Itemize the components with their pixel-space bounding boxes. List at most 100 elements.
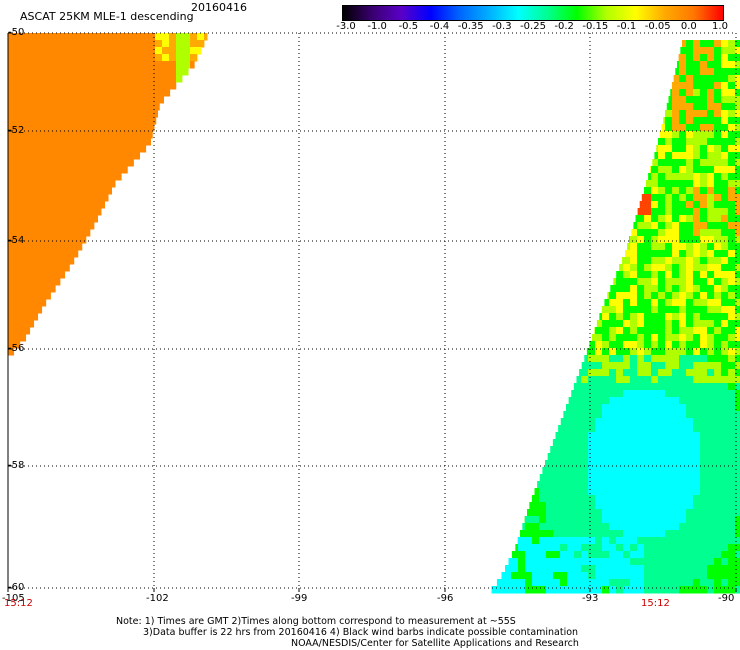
swath-cell xyxy=(735,362,740,370)
swath-cell xyxy=(546,523,554,531)
swath-cell xyxy=(120,33,128,41)
swath-cell xyxy=(113,75,121,83)
swath-cell xyxy=(574,411,582,419)
swath-cell xyxy=(141,145,147,153)
swath-cell xyxy=(581,418,589,426)
swath-cell xyxy=(595,425,603,433)
swath-cell xyxy=(672,194,680,202)
swath-cell xyxy=(686,565,694,573)
swath-cell xyxy=(658,187,666,195)
swath-cell xyxy=(700,432,708,440)
swath-cell xyxy=(29,96,37,104)
swath-cell xyxy=(36,61,44,69)
swath-cell xyxy=(43,54,51,62)
swath-cell xyxy=(616,495,624,503)
swath-cell xyxy=(721,355,729,363)
swath-cell xyxy=(113,145,121,153)
swath-cell xyxy=(700,257,708,265)
swath-cell xyxy=(623,306,631,314)
swath-cell xyxy=(127,103,135,111)
swath-cell xyxy=(616,474,624,482)
swath-cell xyxy=(665,236,673,244)
swath-cell xyxy=(630,376,638,384)
swath-cell xyxy=(141,40,149,48)
swath-cell xyxy=(29,201,37,209)
swath-cell xyxy=(693,362,701,370)
swath-cell xyxy=(546,565,554,573)
swath-cell xyxy=(693,159,701,167)
swath-cell xyxy=(658,236,666,244)
swath-cell xyxy=(707,243,715,251)
swath-cell xyxy=(665,579,673,587)
swath-cell xyxy=(665,243,673,251)
swath-cell xyxy=(651,264,659,272)
swath-cell xyxy=(637,558,645,566)
swath-cell xyxy=(511,579,519,587)
swath-cell xyxy=(672,180,680,188)
swath-cell xyxy=(693,201,701,209)
swath-cell xyxy=(78,54,86,62)
swath-cell xyxy=(658,523,666,531)
swath-cell xyxy=(15,236,23,244)
swath-cell xyxy=(588,558,596,566)
swath-cell xyxy=(50,96,58,104)
swath-cell xyxy=(106,145,114,153)
swath-cell xyxy=(595,523,603,531)
swath-cell xyxy=(106,180,114,188)
map-date: 20160416 xyxy=(191,1,247,14)
swath-cell xyxy=(735,208,740,216)
swath-cell xyxy=(728,47,736,55)
swath-cell xyxy=(700,96,708,104)
swath-cell xyxy=(581,509,589,517)
swath-cell xyxy=(553,544,561,552)
swath-cell xyxy=(589,341,596,349)
swath-cell xyxy=(8,257,16,265)
swath-cell xyxy=(735,523,740,531)
swath-cell xyxy=(679,390,687,398)
swath-cell xyxy=(672,397,680,405)
swath-cell xyxy=(721,54,729,62)
swath-cell xyxy=(721,418,729,426)
swath-cell xyxy=(686,572,694,580)
swath-cell xyxy=(679,446,687,454)
swath-cell xyxy=(15,257,23,265)
swath-cell xyxy=(162,96,164,104)
swath-cell xyxy=(644,341,652,349)
swath-cell xyxy=(36,152,44,160)
swath-cell xyxy=(595,362,603,370)
swath-cell xyxy=(50,271,58,279)
swath-cell xyxy=(673,75,680,83)
swath-cell xyxy=(567,453,575,461)
swath-cell xyxy=(588,453,596,461)
swath-cell xyxy=(728,96,736,104)
swath-cell xyxy=(609,397,617,405)
swath-cell xyxy=(637,229,645,237)
swath-cell xyxy=(546,572,554,580)
swath-cell xyxy=(679,320,687,328)
swath-cell xyxy=(581,565,589,573)
swath-cell xyxy=(728,152,736,160)
swath-cell xyxy=(721,411,729,419)
swath-cell xyxy=(637,579,645,587)
swath-cell xyxy=(85,173,93,181)
swath-cell xyxy=(127,47,135,55)
swath-cell xyxy=(616,299,624,307)
swath-cell xyxy=(679,348,687,356)
swath-cell xyxy=(721,243,729,251)
swath-cell xyxy=(644,488,652,496)
swath-cell xyxy=(686,215,694,223)
swath-cell xyxy=(22,131,30,139)
swath-cell xyxy=(567,404,575,412)
swath-cell xyxy=(78,103,86,111)
swath-cell xyxy=(99,82,107,90)
swath-cell xyxy=(686,320,694,328)
swath-cell xyxy=(714,306,722,314)
swath-cell xyxy=(728,131,736,139)
swath-cell xyxy=(728,264,736,272)
swath-cell xyxy=(574,418,582,426)
swath-cell xyxy=(623,313,631,321)
swath-cell xyxy=(644,369,652,377)
swath-cell xyxy=(8,173,16,181)
swath-cell xyxy=(512,551,519,559)
swath-cell xyxy=(679,558,687,566)
